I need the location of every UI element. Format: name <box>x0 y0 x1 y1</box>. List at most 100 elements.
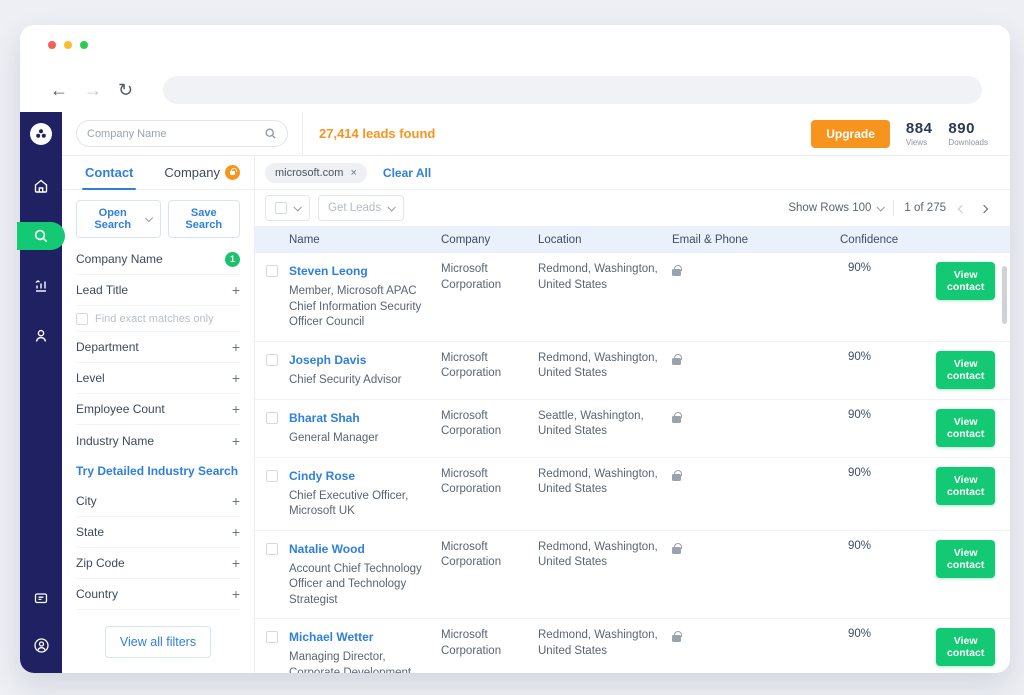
view-contact-button[interactable]: View contact <box>936 262 995 300</box>
company-search[interactable] <box>76 120 288 147</box>
analytics-icon <box>33 278 49 294</box>
plus-icon: + <box>232 433 240 449</box>
home-icon <box>33 178 49 194</box>
filter-chip-microsoft[interactable]: microsoft.com × <box>265 163 367 183</box>
app-window: ← → ↻ <box>20 25 1010 673</box>
location-cell: Seattle, Washington, United States <box>538 409 672 440</box>
view-contact-button[interactable]: View contact <box>936 540 995 578</box>
plus-icon: + <box>232 524 240 540</box>
downloads-stat: 890 Downloads <box>948 120 988 147</box>
downloads-count: 890 <box>948 120 988 137</box>
contact-name-link[interactable]: Bharat Shah <box>289 411 360 425</box>
open-search-button[interactable]: Open Search <box>76 200 161 238</box>
minimize-window-icon[interactable] <box>64 41 72 49</box>
filter-company-name[interactable]: Company Name 1 <box>76 244 240 275</box>
plus-icon: + <box>232 339 240 355</box>
select-all-checkbox[interactable] <box>275 202 287 214</box>
view-contact-button[interactable]: View contact <box>936 628 995 666</box>
reload-icon[interactable]: ↻ <box>118 81 133 99</box>
chevron-down-icon <box>293 203 301 211</box>
contact-name-link[interactable]: Michael Wetter <box>289 630 373 644</box>
tab-company[interactable]: Company <box>164 156 240 190</box>
select-all-dropdown[interactable] <box>265 195 310 221</box>
filter-level[interactable]: Level + <box>76 363 240 394</box>
company-search-input[interactable] <box>87 128 264 140</box>
contact-name-link[interactable]: Joseph Davis <box>289 353 366 367</box>
confidence-cell: 90% <box>840 351 936 363</box>
scrollbar-thumb[interactable] <box>1002 266 1007 324</box>
view-all-filters-button[interactable]: View all filters <box>105 626 211 658</box>
confidence-cell: 90% <box>840 467 936 479</box>
contact-title: Account Chief Technology Officer and Tec… <box>289 562 441 609</box>
nav-rail <box>20 112 62 673</box>
nav-search[interactable] <box>17 222 65 250</box>
contact-name-link[interactable]: Cindy Rose <box>289 469 355 483</box>
exact-match-row: Find exact matches only <box>76 306 240 332</box>
filter-department[interactable]: Department + <box>76 332 240 363</box>
table-header: Name Company Location Email & Phone Conf… <box>255 226 1010 253</box>
chat-icon <box>33 591 49 607</box>
address-bar[interactable] <box>163 76 982 104</box>
lock-icon <box>672 635 681 642</box>
next-page-button[interactable] <box>978 196 990 220</box>
filter-label: Employee Count <box>76 402 165 416</box>
nav-analytics[interactable] <box>20 272 62 300</box>
downloads-label: Downloads <box>948 138 988 147</box>
column-company: Company <box>441 234 538 246</box>
row-checkbox[interactable] <box>266 470 278 482</box>
view-contact-button[interactable]: View contact <box>936 351 995 389</box>
column-email-phone: Email & Phone <box>672 234 840 246</box>
nav-support-chat[interactable] <box>20 585 62 613</box>
chevron-down-icon <box>146 214 154 222</box>
column-location: Location <box>538 234 672 246</box>
search-icon[interactable] <box>264 127 277 140</box>
table-row: Cindy Rose Chief Executive Officer, Micr… <box>255 458 1010 531</box>
detailed-industry-search-link[interactable]: Try Detailed Industry Search <box>76 456 240 486</box>
filter-state[interactable]: State + <box>76 517 240 548</box>
get-leads-label: Get Leads <box>328 202 381 214</box>
tab-contact[interactable]: Contact <box>76 156 142 190</box>
row-checkbox[interactable] <box>266 354 278 366</box>
tab-company-label: Company <box>164 165 220 180</box>
filter-label: City <box>76 494 97 508</box>
contact-title: Chief Security Advisor <box>289 373 441 389</box>
plus-icon: + <box>232 586 240 602</box>
get-leads-dropdown[interactable]: Get Leads <box>318 195 404 221</box>
filter-label: Country <box>76 587 118 601</box>
save-search-button[interactable]: Save Search <box>168 200 241 238</box>
row-checkbox[interactable] <box>266 265 278 277</box>
filter-label: State <box>76 525 104 539</box>
company-cell: Microsoft Corporation <box>441 262 538 293</box>
filter-industry-name[interactable]: Industry Name + <box>76 425 240 456</box>
exact-match-checkbox[interactable] <box>76 313 88 325</box>
remove-chip-icon[interactable]: × <box>350 167 356 179</box>
filter-lead-title[interactable]: Lead Title + <box>76 275 240 306</box>
back-icon[interactable]: ← <box>50 81 68 99</box>
filter-city[interactable]: City + <box>76 486 240 517</box>
filter-employee-count[interactable]: Employee Count + <box>76 394 240 425</box>
clear-all-link[interactable]: Clear All <box>383 166 431 180</box>
chevron-down-icon <box>388 203 396 211</box>
nav-home[interactable] <box>20 172 62 200</box>
plus-icon: + <box>232 370 240 386</box>
contact-name-link[interactable]: Natalie Wood <box>289 542 365 556</box>
close-window-icon[interactable] <box>48 41 56 49</box>
forward-icon[interactable]: → <box>84 81 102 99</box>
view-contact-button[interactable]: View contact <box>936 409 995 447</box>
prev-page-button[interactable] <box>956 196 968 220</box>
row-checkbox[interactable] <box>266 412 278 424</box>
nav-account[interactable] <box>20 631 62 659</box>
row-checkbox[interactable] <box>266 543 278 555</box>
filter-zip-code[interactable]: Zip Code + <box>76 548 240 579</box>
lock-icon <box>672 416 681 423</box>
contact-name-link[interactable]: Steven Leong <box>289 264 368 278</box>
filter-country[interactable]: Country + <box>76 579 240 610</box>
upgrade-button[interactable]: Upgrade <box>811 120 890 148</box>
contact-title: Chief Executive Officer, Microsoft UK <box>289 489 441 520</box>
view-contact-button[interactable]: View contact <box>936 467 995 505</box>
chevron-left-icon <box>958 205 966 213</box>
maximize-window-icon[interactable] <box>80 41 88 49</box>
nav-contacts[interactable] <box>20 322 62 350</box>
row-checkbox[interactable] <box>266 631 278 643</box>
show-rows-dropdown[interactable]: Show Rows 100 <box>788 202 883 214</box>
